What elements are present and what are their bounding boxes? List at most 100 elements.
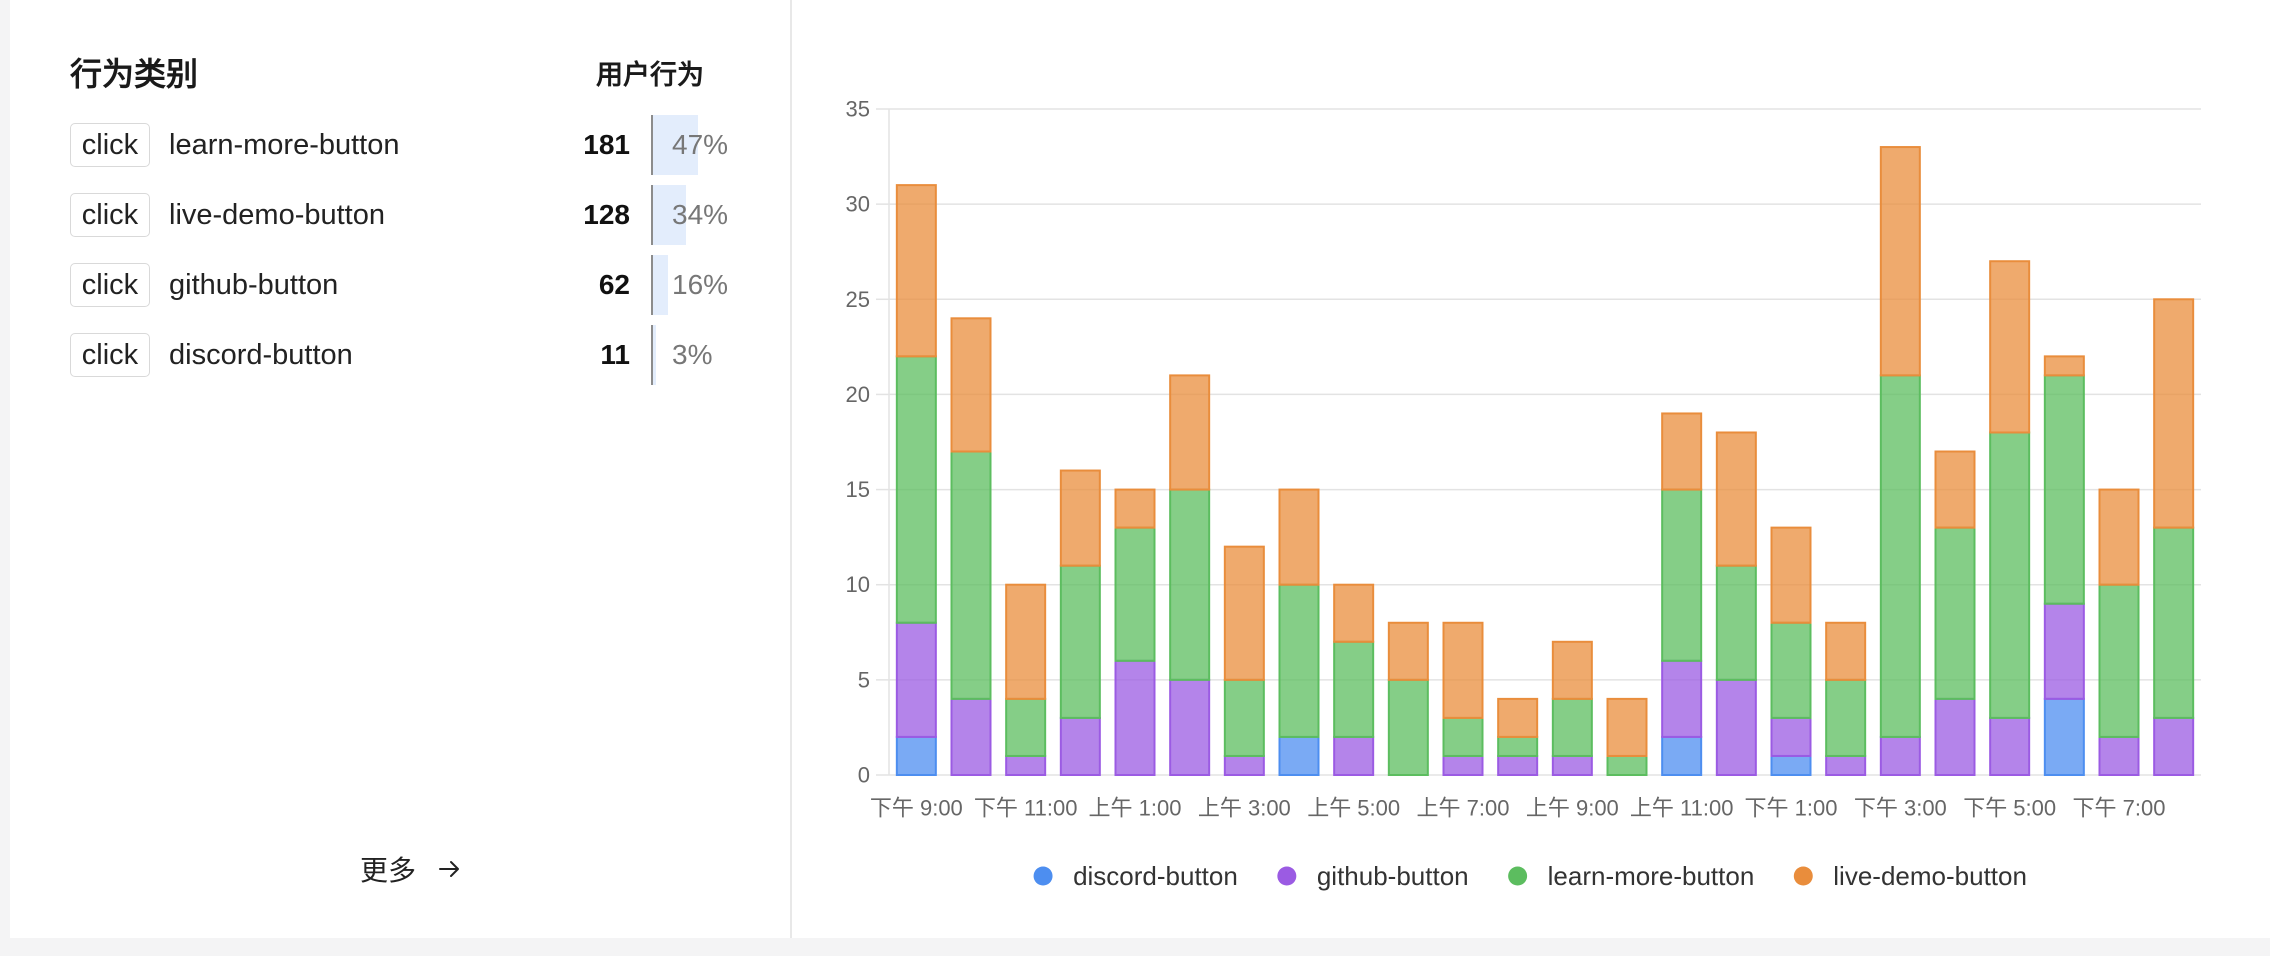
- share-bar-divider: [651, 255, 653, 315]
- legend-item-github-button[interactable]: github-button: [1277, 861, 1469, 891]
- y-axis: 0 5 10 15 20 25 30 35: [846, 97, 889, 788]
- bar-segment: [1442, 754, 1484, 777]
- x-tick-label: 下午 3:00: [1854, 796, 1947, 821]
- bar-segment: [1114, 659, 1156, 776]
- legend-dot: [1793, 866, 1813, 886]
- bar-segment: [1825, 621, 1867, 681]
- bar-segment: [1770, 754, 1812, 777]
- y-tick-label: 15: [846, 477, 870, 502]
- bar-segment: [1114, 488, 1156, 529]
- bar-segment: [1770, 621, 1812, 719]
- legend-dot: [1277, 866, 1297, 886]
- event-type-badge: click: [70, 333, 150, 377]
- legend-label: learn-more-button: [1548, 861, 1755, 891]
- y-tick-label: 5: [858, 667, 870, 692]
- bar-segment: [950, 697, 992, 777]
- bar-segment: [2153, 716, 2195, 777]
- bar-segment: [1879, 146, 1921, 377]
- bar-segment: [1770, 716, 1812, 757]
- bar-segment: [1661, 488, 1703, 662]
- bar-segment: [1551, 697, 1593, 757]
- bar-segment: [1114, 526, 1156, 662]
- bar-segment: [1825, 754, 1867, 777]
- x-tick-label: 上午 5:00: [1307, 796, 1400, 821]
- list-item: click live-demo-button 128 34%: [70, 180, 770, 250]
- more-label: 更多: [360, 855, 417, 886]
- bar-segment: [1442, 621, 1484, 719]
- bar-segment: [1770, 526, 1812, 624]
- bar-segment: [1989, 716, 2031, 777]
- bar-segment: [2043, 602, 2085, 700]
- legend-item-learn-more-button[interactable]: learn-more-button: [1508, 861, 1754, 891]
- bar-segment: [1497, 754, 1539, 777]
- bar-segment: [1497, 735, 1539, 757]
- x-tick-label: 上午 11:00: [1630, 796, 1734, 821]
- y-tick-label: 10: [846, 572, 870, 597]
- x-axis: 下午 9:00 下午 11:00 上午 1:00 上午 3:00 上午 5:00 上午 7…: [870, 796, 2166, 821]
- bar-segment: [2043, 355, 2085, 377]
- event-count: 11: [600, 339, 630, 370]
- x-tick-label: 上午 3:00: [1198, 796, 1291, 821]
- bar-segment: [895, 184, 937, 358]
- bar-segment: [1934, 697, 1976, 777]
- bar-segment: [1169, 374, 1211, 491]
- bar-segment: [1715, 564, 1757, 681]
- more-link[interactable]: 更多: [360, 849, 462, 889]
- bar-segment: [1989, 260, 2031, 434]
- event-percent: 34%: [672, 199, 729, 230]
- bar-segment: [1059, 469, 1101, 567]
- bar-segment: [1005, 754, 1047, 777]
- event-label: live-demo-button: [169, 199, 385, 231]
- share-bar: [653, 185, 686, 245]
- x-tick-label: 下午 11:00: [974, 796, 1078, 821]
- share-bar: [653, 115, 699, 175]
- bar-segment: [1059, 564, 1101, 719]
- bar-segment: [1169, 678, 1211, 776]
- bar-segment: [950, 317, 992, 453]
- share-bar-divider: [651, 115, 653, 175]
- bar-segment: [2153, 298, 2195, 529]
- share-bar-divider: [651, 325, 653, 385]
- y-tick-label: 0: [858, 763, 870, 788]
- event-count: 62: [598, 269, 630, 300]
- bar-segment: [1059, 716, 1101, 777]
- bar-segment: [1387, 678, 1429, 776]
- bar-segment: [1606, 697, 1648, 757]
- event-count: 128: [583, 199, 630, 230]
- bar-segment: [1715, 678, 1757, 776]
- bar-segment: [1005, 583, 1047, 700]
- bar-segment: [1551, 640, 1593, 700]
- bar-segment: [1333, 640, 1375, 738]
- bar-segment: [1715, 431, 1757, 567]
- x-tick-label: 上午 9:00: [1526, 796, 1619, 821]
- event-count: 181: [583, 129, 630, 160]
- y-tick-label: 35: [846, 97, 870, 122]
- x-tick-label: 下午 7:00: [2073, 796, 2166, 821]
- legend: discord-button github-button learn-more-bu…: [1033, 861, 2027, 891]
- x-tick-label: 下午 9:00: [870, 796, 963, 821]
- y-tick-label: 30: [846, 192, 870, 217]
- bar-segment: [1606, 754, 1648, 777]
- bar-segment: [950, 450, 992, 700]
- event-percent: 3%: [672, 339, 713, 370]
- legend-item-live-demo-button[interactable]: live-demo-button: [1793, 861, 2027, 891]
- bar-segment: [1661, 735, 1703, 777]
- legend-item-discord-button[interactable]: discord-button: [1033, 861, 1238, 891]
- bar-segment: [895, 735, 937, 777]
- bar-segment: [2098, 488, 2140, 586]
- list-item: click discord-button 11 3%: [70, 320, 770, 390]
- gridlines: [888, 108, 2201, 776]
- bar-segment: [1278, 583, 1320, 738]
- event-type-badge: click: [70, 263, 150, 307]
- x-tick-label: 下午 1:00: [1745, 796, 1838, 821]
- arrow-right-icon: [439, 861, 460, 877]
- bar-segment: [1442, 716, 1484, 757]
- legend-label: discord-button: [1073, 861, 1238, 891]
- bar-segment: [1934, 526, 1976, 700]
- stacked-bar-chart: 0 5 10 15 20 25 30 35 下午 9:00 下午 11:00 上午 1:00 上午 3…: [846, 97, 2201, 891]
- x-tick-label: 上午 1:00: [1089, 796, 1182, 821]
- bar-segment: [1278, 735, 1320, 777]
- bar-segment: [2043, 697, 2085, 777]
- bar-segment: [895, 621, 937, 738]
- y-tick-label: 25: [846, 287, 870, 312]
